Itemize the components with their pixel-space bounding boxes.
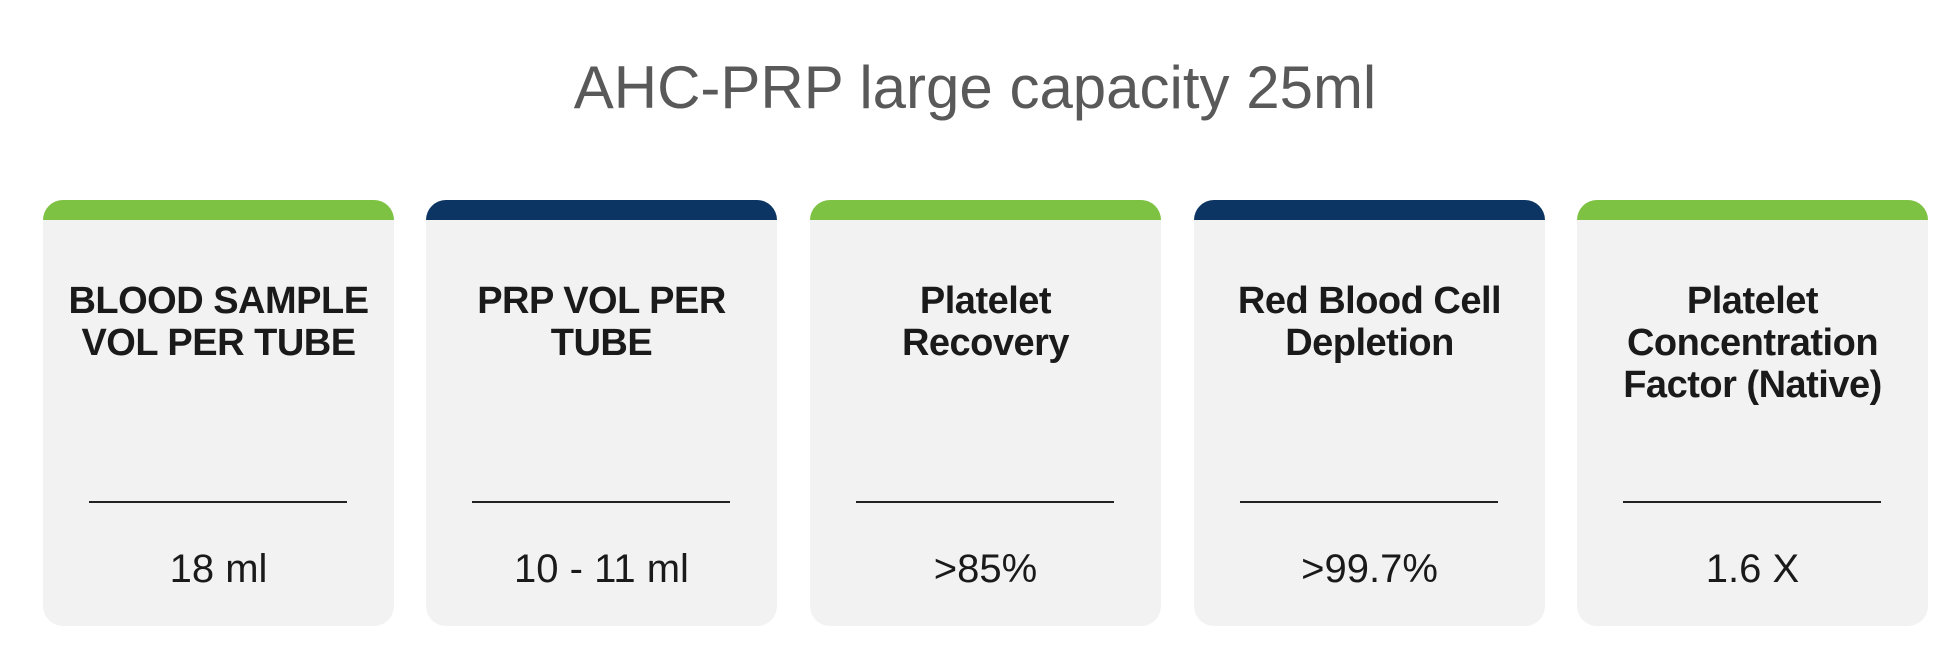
spec-card-platelet-recovery: Platelet Recovery >85% [810, 200, 1161, 626]
card-value: 1.6 X [1705, 547, 1800, 591]
card-divider [472, 501, 730, 503]
card-accent-bar [43, 200, 394, 220]
card-divider [89, 501, 347, 503]
card-value: 18 ml [169, 547, 268, 591]
card-value: >85% [933, 547, 1038, 591]
card-accent-bar [426, 200, 777, 220]
spec-card-concentration-factor: Platelet Concentration Factor (Native) 1… [1577, 200, 1928, 626]
card-value: >99.7% [1301, 547, 1438, 591]
card-accent-bar [1194, 200, 1545, 220]
card-label: Platelet Recovery [901, 280, 1070, 364]
card-divider [1623, 501, 1881, 503]
spec-card-prp-volume: PRP VOL PER TUBE 10 - 11 ml [426, 200, 777, 626]
card-label: Red Blood Cell Depletion [1237, 280, 1502, 364]
card-label: PRP VOL PER TUBE [477, 280, 726, 364]
spec-card-rbc-depletion: Red Blood Cell Depletion >99.7% [1194, 200, 1545, 626]
card-divider [856, 501, 1114, 503]
spec-cards: BLOOD SAMPLE VOL PER TUBE 18 ml PRP VOL … [43, 200, 1928, 626]
card-accent-bar [810, 200, 1161, 220]
card-label: BLOOD SAMPLE VOL PER TUBE [68, 280, 369, 364]
card-value: 10 - 11 ml [514, 547, 689, 591]
spec-card-blood-sample-volume: BLOOD SAMPLE VOL PER TUBE 18 ml [43, 200, 394, 626]
card-divider [1240, 501, 1498, 503]
card-label: Platelet Concentration Factor (Native) [1623, 280, 1882, 406]
card-accent-bar [1577, 200, 1928, 220]
page-title: AHC-PRP large capacity 25ml [573, 54, 1377, 121]
